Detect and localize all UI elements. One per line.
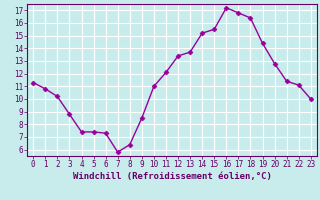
X-axis label: Windchill (Refroidissement éolien,°C): Windchill (Refroidissement éolien,°C)	[73, 172, 271, 181]
